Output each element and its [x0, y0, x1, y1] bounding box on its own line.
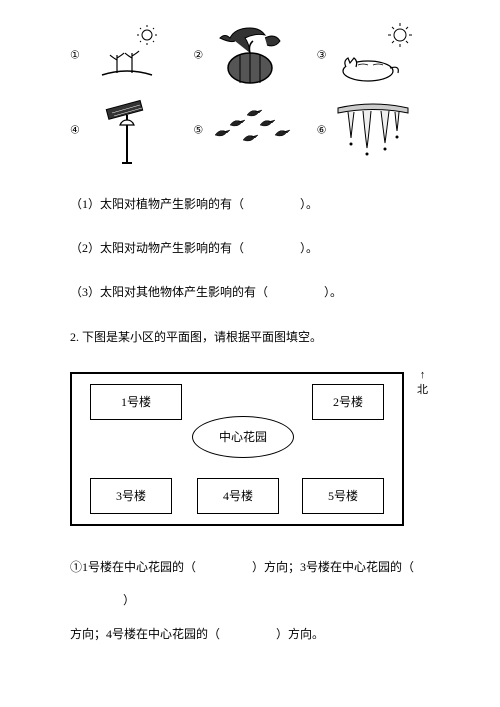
label-1: ①	[70, 49, 80, 62]
north-label: 北	[417, 384, 428, 396]
page: ① ②	[0, 0, 500, 672]
q2-l1a: ①1号楼在中心花园的（	[70, 560, 196, 574]
q2-l1b: ）方向；3号楼在中心花园的（	[252, 560, 414, 574]
streetlight-icon	[92, 95, 162, 165]
label-5: ⑤	[193, 124, 203, 137]
q2-l2a: 方向；4号楼在中心花园的（	[70, 627, 220, 641]
building-2: 2号楼	[312, 384, 384, 420]
q1-3-text: （3）太阳对其他物体产生影响的有（	[70, 285, 268, 299]
label-6: ⑥	[317, 124, 327, 137]
illustration-3: ③	[317, 20, 430, 90]
building-3: 3号楼	[90, 478, 172, 514]
label-3: ③	[317, 49, 327, 62]
illustration-2: ②	[193, 20, 306, 90]
q1-3-end: ）。	[324, 285, 342, 299]
q2-l2b: ）方向。	[276, 627, 324, 641]
q1-1-text: （1）太阳对植物产生影响的有（	[70, 197, 244, 211]
q1-2-end: ）。	[300, 241, 318, 255]
illustration-4: ④	[70, 95, 183, 165]
cat-sun-icon	[328, 23, 418, 88]
illustration-1: ①	[70, 20, 183, 90]
pumpkin-icon	[205, 23, 295, 88]
q1-1-end: ）。	[300, 197, 318, 211]
seedling-icon	[92, 25, 162, 85]
illustration-grid: ① ②	[70, 20, 430, 165]
q2-l1c: ）	[123, 593, 135, 607]
label-2: ②	[193, 49, 203, 62]
center-garden: 中心花园	[192, 416, 294, 458]
label-4: ④	[70, 124, 80, 137]
q2-intro: 2. 下图是某小区的平面图，请根据平面图填空。	[70, 328, 430, 347]
building-4: 4号楼	[197, 478, 279, 514]
illustration-6: ⑥	[317, 95, 430, 165]
building-5: 5号楼	[302, 478, 384, 514]
q2-fill: ①1号楼在中心花园的（ ）方向；3号楼在中心花园的（ ） 方向；4号楼在中心花园…	[70, 551, 430, 652]
site-plan: 1号楼 2号楼 中心花园 3号楼 4号楼 5号楼	[70, 372, 404, 526]
q1-part2: （2）太阳对动物产生影响的有（ ）。	[70, 239, 430, 258]
illustration-5: ⑤	[193, 95, 306, 165]
geese-icon	[205, 100, 295, 160]
building-1: 1号楼	[90, 384, 182, 420]
q1-part1: （1）太阳对植物产生影响的有（ ）。	[70, 195, 430, 214]
icicles-icon	[333, 98, 413, 163]
q1-part3: （3）太阳对其他物体产生影响的有（ ）。	[70, 283, 430, 302]
site-plan-wrap: ↑ 北 1号楼 2号楼 中心花园 3号楼 4号楼 5号楼	[70, 372, 430, 526]
q1-2-text: （2）太阳对动物产生影响的有（	[70, 241, 244, 255]
north-indicator: ↑ 北	[417, 370, 428, 397]
north-arrow-icon: ↑	[417, 370, 428, 381]
